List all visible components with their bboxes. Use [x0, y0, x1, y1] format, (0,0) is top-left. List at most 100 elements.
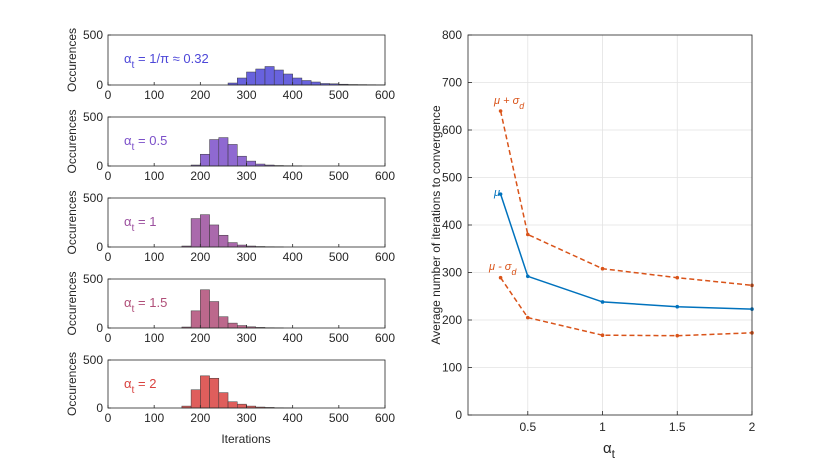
line-y-tick-label: 800 — [442, 28, 462, 42]
histogram-bar — [200, 214, 210, 248]
histogram-bar — [283, 73, 293, 86]
histogram-y-tick-label: 500 — [83, 272, 103, 286]
histogram-bar — [218, 137, 229, 167]
histogram-x-tick-label: 400 — [283, 411, 303, 425]
line-series-point — [675, 275, 680, 280]
histogram-x-tick-label: 200 — [190, 411, 210, 425]
histogram-panel-label-sub: t — [132, 304, 135, 315]
histogram-panel-2: 0 500 0 100 200 300 400 500 600 Occurences αt = 0.… — [65, 109, 395, 183]
histogram-panel-4: 0 500 0 100 200 300 400 500 600 Occurences αt = 1.… — [65, 271, 395, 345]
line-series-point — [498, 109, 503, 113]
histogram-y-axis-label: Occurences — [65, 28, 79, 92]
histogram-bar — [292, 77, 303, 86]
histogram-panel-5: 0 500 0 100 200 300 400 500 600 Occurences αt = 2 — [65, 352, 395, 425]
histogram-x-tick-label: 200 — [190, 88, 210, 102]
line-y-tick-label: 600 — [442, 123, 462, 137]
line-series-label: μ + σd — [493, 95, 525, 111]
histogram-bar — [218, 316, 229, 329]
line-series-point — [600, 266, 605, 271]
histogram-x-tick-label: 400 — [283, 331, 303, 345]
histogram-x-tick-label: 100 — [144, 250, 164, 264]
histogram-x-tick-label: 600 — [375, 250, 395, 264]
histogram-x-tick-label: 200 — [190, 169, 210, 183]
histogram-bar — [218, 392, 229, 409]
histogram-x-axis-label: Iterations — [221, 432, 270, 446]
histogram-x-tick-label: 500 — [329, 88, 349, 102]
line-series-point — [675, 333, 680, 338]
histogram-bar — [190, 310, 201, 329]
histogram-panel-label: αt = 1.5 — [124, 295, 167, 315]
histogram-bar — [255, 68, 266, 86]
histogram-x-tick-label: 500 — [329, 250, 349, 264]
histogram-panel-label-value: = 2 — [134, 376, 156, 391]
histogram-x-tick-label: 400 — [283, 250, 303, 264]
histogram-panel-label-main: α — [124, 214, 132, 229]
histogram-bar — [200, 289, 210, 329]
histogram-bar — [190, 389, 201, 409]
histogram-plot-area — [108, 360, 385, 408]
histogram-y-tick-label: 0 — [96, 159, 103, 173]
histogram-x-tick-label: 0 — [105, 169, 112, 183]
histogram-x-tick-label: 0 — [105, 331, 112, 345]
histogram-bar — [227, 242, 238, 248]
histogram-bar — [264, 66, 275, 86]
line-series-point — [675, 304, 680, 309]
histogram-bar — [301, 80, 312, 86]
histogram-x-tick-label: 500 — [329, 331, 349, 345]
line-y-tick-label: 0 — [455, 408, 462, 422]
histogram-y-axis-label: Occurences — [65, 271, 79, 335]
histogram-panel-label-sub: t — [132, 223, 135, 234]
line-series-label-main: μ — [493, 187, 500, 199]
histogram-panel-label-main: α — [124, 295, 132, 310]
line-y-tick-label: 100 — [442, 361, 462, 375]
histogram-x-tick-label: 0 — [105, 411, 112, 425]
histogram-x-tick-label: 600 — [375, 331, 395, 345]
histogram-x-tick-label: 200 — [190, 250, 210, 264]
histogram-bar — [227, 401, 238, 409]
histogram-bar — [190, 218, 201, 248]
histogram-x-tick-label: 100 — [144, 169, 164, 183]
histogram-bar — [200, 153, 210, 167]
line-x-axis-label-sub: t — [612, 447, 616, 461]
line-series-point — [498, 192, 503, 196]
histogram-x-tick-label: 400 — [283, 88, 303, 102]
histogram-panel-1: 0 500 0 100 200 300 400 500 600 Occurences αt = 1/… — [65, 28, 395, 102]
line-y-tick-label: 300 — [442, 266, 462, 280]
histogram-y-axis-label: Occurences — [65, 109, 79, 173]
histogram-panel-label-value: = 1/π ≈ 0.32 — [134, 51, 208, 66]
line-series-label-main: μ - σ — [488, 261, 512, 273]
histogram-bar — [209, 377, 220, 409]
histogram-bar — [310, 81, 321, 86]
line-y-tick-label: 400 — [442, 218, 462, 232]
line-series-point — [525, 315, 530, 320]
line-x-tick-label: 0.5 — [519, 420, 536, 434]
histogram-bar — [273, 69, 284, 86]
histogram-y-tick-label: 500 — [83, 110, 103, 124]
histogram-panel-label: αt = 0.5 — [124, 133, 167, 153]
line-series-label-sub: d — [519, 101, 525, 111]
line-y-tick-label: 200 — [442, 313, 462, 327]
histogram-y-axis-label: Occurences — [65, 190, 79, 254]
histogram-y-tick-label: 0 — [96, 401, 103, 415]
histogram-x-tick-label: 400 — [283, 169, 303, 183]
line-x-axis-label: αt — [603, 440, 616, 461]
histogram-x-tick-label: 600 — [375, 88, 395, 102]
histogram-bar — [200, 375, 210, 409]
line-series-point — [600, 300, 605, 304]
histogram-bar — [237, 155, 247, 167]
histogram-panel-label: αt = 1 — [124, 214, 156, 234]
histogram-x-tick-label: 100 — [144, 331, 164, 345]
histogram-panel-label-sub: t — [132, 385, 135, 396]
line-series-label-main: μ + σ — [493, 95, 520, 107]
histogram-panel-label: αt = 1/π ≈ 0.32 — [124, 51, 209, 71]
line-series-point — [525, 274, 530, 279]
histogram-x-tick-label: 300 — [236, 88, 256, 102]
line-x-tick-label: 1.5 — [669, 420, 686, 434]
histogram-x-tick-label: 300 — [236, 331, 256, 345]
histogram-bar — [218, 234, 229, 248]
histogram-panel-label-main: α — [124, 51, 132, 66]
histogram-bar — [227, 144, 238, 167]
histogram-x-tick-label: 300 — [236, 169, 256, 183]
histogram-bar — [227, 322, 238, 329]
